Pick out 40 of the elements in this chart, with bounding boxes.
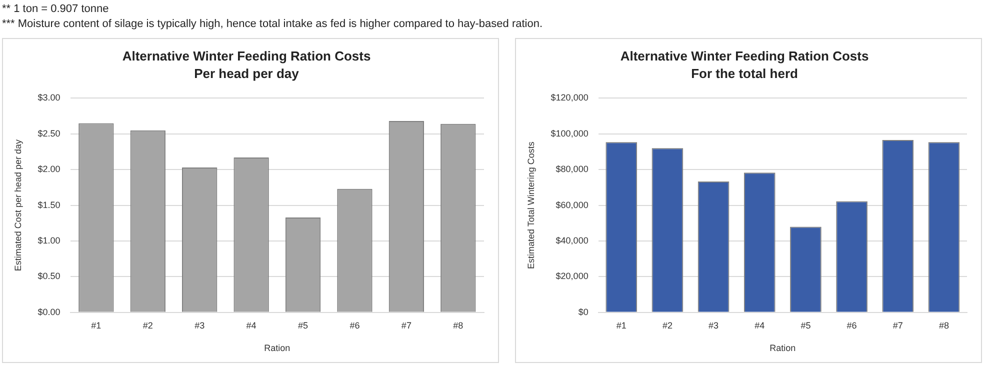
y-tick-label: $20,000 [556,271,588,282]
x-tick-label: #4 [246,320,256,330]
x-tick-label: #4 [754,320,765,330]
y-tick-label: $80,000 [556,164,588,174]
x-tick-label: #2 [662,320,672,330]
x-tick-label: #7 [401,320,412,330]
y-tick-label: $0.50 [38,271,60,282]
x-tick-label: #5 [298,320,308,330]
x-tick-label: #6 [350,320,360,330]
y-tick-label: $40,000 [556,235,588,246]
y-tick-label: $0.00 [38,306,60,317]
x-tick-label: #8 [938,320,949,330]
x-tick-label: #5 [800,320,811,330]
x-tick-label: #3 [708,320,719,330]
y-tick-label: $120,000 [550,92,588,103]
y-tick-label: $1.00 [38,235,60,246]
x-tick-label: #8 [453,320,464,330]
y-tick-label: $2.00 [38,164,60,174]
y-tick-label: $3.00 [38,92,60,103]
x-tick-label: #6 [846,320,857,330]
chart-subtitle: Per head per day [194,66,300,81]
x-tick-label: #1 [91,320,102,330]
text: *** Moisture content of silage is typically high, hence total intake as fed is higher compared to hay-based ration. [2,17,544,32]
y-tick-label: $2.50 [38,128,60,138]
y-tick-label: $1.50 [38,200,60,210]
x-axis-title: Ration [770,343,796,354]
chart-subtitle: For the total herd [691,66,798,81]
x-tick-label: #7 [892,320,903,330]
y-tick-label: $100,000 [550,128,588,138]
text: ** 1 ton = 0.907 tonne [2,2,110,17]
chart-title: Alternative Winter Feeding Ration Costs [122,48,371,64]
y-tick-label: $60,000 [556,200,588,210]
y-axis-title: Estimated Cost per head per day [12,139,23,272]
x-tick-label: #1 [616,320,626,330]
x-tick-label: #2 [142,320,153,330]
x-tick-label: #3 [194,320,205,330]
y-axis-title: Estimated Total Wintering Costs [526,141,536,269]
y-tick-label: $0 [578,306,588,317]
x-axis-title: Ration [264,343,290,354]
chart-title: Alternative Winter Feeding Ration Costs [620,48,869,64]
